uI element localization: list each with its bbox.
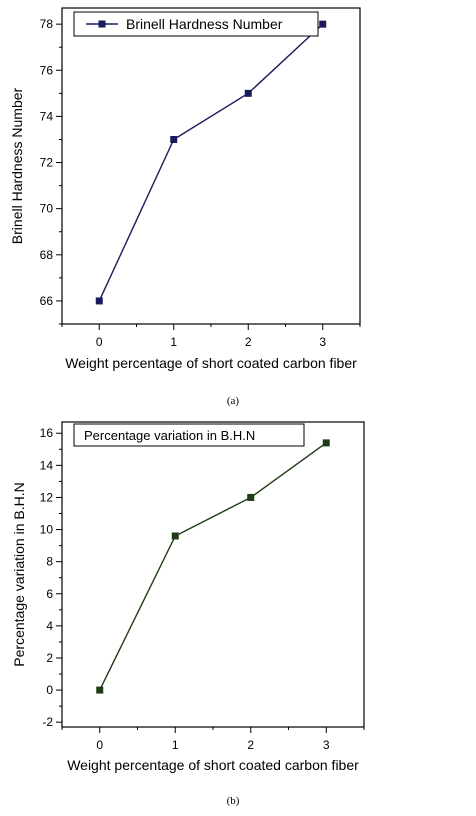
y-tick-label-b: 14 [40,458,54,472]
plot-frame-a [61,7,361,325]
data-point-a [244,89,252,97]
data-point-b [247,493,255,501]
caption-b: (b) [227,795,240,807]
data-point-a [170,135,178,143]
y-tick-label-a: 70 [40,202,54,216]
legend-b: Percentage variation in B.H.N [73,423,305,447]
y-tick-label-a: 66 [40,294,54,308]
x-axis-label-a: Weight percentage of short coated carbon… [65,355,357,371]
y-tick-label-b: 0 [46,683,53,697]
y-tick-label-b: 12 [40,490,54,504]
y-tick-label-b: 6 [46,587,53,601]
y-tick-label-b: 8 [46,555,53,569]
legend-a: Brinell Hardness Number [73,11,319,37]
data-point-b [322,439,330,447]
legend-label-b: Percentage variation in B.H.N [84,428,255,443]
y-tick-label-a: 78 [40,17,54,31]
y-tick-label-b: 2 [46,651,53,665]
x-tick-label-a: 1 [170,335,177,349]
y-tick-label-a: 72 [40,156,54,170]
y-axis-label-a: Brinell Hardness Number [9,87,25,244]
data-point-a [319,20,327,28]
x-tick-label-b: 1 [172,738,179,752]
y-tick-label-a: 74 [40,109,54,123]
x-axis-label-b: Weight percentage of short coated carbon… [67,757,359,773]
chart-a: 0 1 2 3 66 68 70 72 74 76 78 Brinell Hardness Numb… [9,7,361,407]
data-point-b [171,532,179,540]
series-line-b [99,442,327,691]
y-tick-label-b: 4 [46,619,53,633]
x-tick-label-b: 0 [96,738,103,752]
x-tick-label-a: 3 [319,335,326,349]
y-tick-label-b: 10 [40,523,54,537]
y-tick-label-b: -2 [42,715,53,729]
plot-frame-b [61,421,365,728]
x-tick-label-a: 2 [245,335,252,349]
series-line-a [98,23,324,302]
legend-marker-a [98,20,106,28]
data-point-a [95,297,103,305]
y-axis-label-b: Percentage variation in B.H.N [11,482,27,666]
y-tick-label-b: 16 [40,426,54,440]
x-tick-label-a: 0 [96,335,103,349]
legend-box-b [73,423,305,447]
y-tick-label-a: 68 [40,248,54,262]
data-point-b [96,686,104,694]
caption-a: (a) [227,395,240,407]
y-tick-label-a: 76 [40,63,54,77]
x-tick-label-b: 3 [323,738,330,752]
legend-label-a: Brinell Hardness Number [126,16,283,32]
x-tick-label-b: 2 [247,738,254,752]
